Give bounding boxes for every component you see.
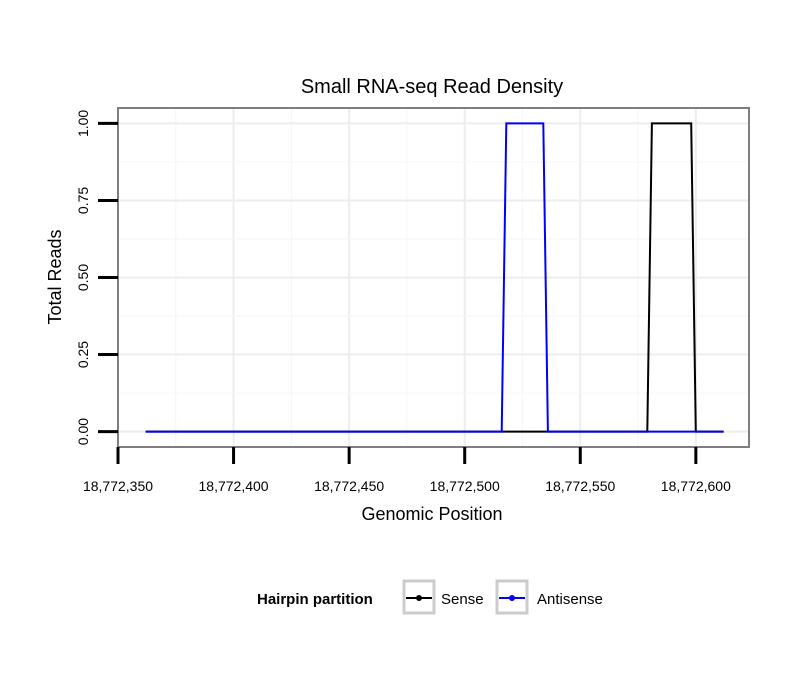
series-line-antisense bbox=[145, 122, 724, 433]
legend-title: Hairpin partition bbox=[257, 591, 373, 608]
y-axis-label: Total Reads bbox=[45, 229, 65, 324]
legend: Hairpin partition Sense Antisense bbox=[257, 579, 603, 615]
x-tick-label: 18,772,550 bbox=[545, 478, 615, 494]
legend-label-antisense: Antisense bbox=[537, 591, 603, 608]
legend-label-sense: Sense bbox=[441, 591, 484, 608]
grid-layer bbox=[117, 108, 749, 447]
x-tick-label: 18,772,450 bbox=[314, 478, 384, 494]
chart-title: Small RNA-seq Read Density bbox=[301, 76, 563, 98]
x-axis-label: Genomic Position bbox=[361, 504, 502, 524]
y-tick-label: 1.00 bbox=[75, 110, 91, 137]
y-tick-label: 0.00 bbox=[75, 418, 91, 445]
y-axis: 0.00 0.25 0.50 0.75 1.00 bbox=[75, 110, 118, 445]
x-axis: 18,772,350 18,772,400 18,772,450 18,772,500… bbox=[83, 447, 731, 494]
x-tick-label: 18,772,400 bbox=[199, 478, 269, 494]
legend-item-sense: Sense bbox=[402, 579, 484, 615]
x-tick-label: 18,772,350 bbox=[83, 478, 153, 494]
legend-item-antisense: Antisense bbox=[495, 579, 603, 615]
x-tick-label: 18,772,500 bbox=[430, 478, 500, 494]
y-tick-label: 0.25 bbox=[75, 341, 91, 368]
y-tick-label: 0.75 bbox=[75, 187, 91, 214]
series-layer bbox=[145, 122, 724, 433]
y-tick-label: 0.50 bbox=[75, 264, 91, 291]
x-tick-label: 18,772,600 bbox=[661, 478, 731, 494]
legend-dot-sense bbox=[416, 595, 422, 601]
legend-dot-antisense bbox=[509, 595, 515, 601]
